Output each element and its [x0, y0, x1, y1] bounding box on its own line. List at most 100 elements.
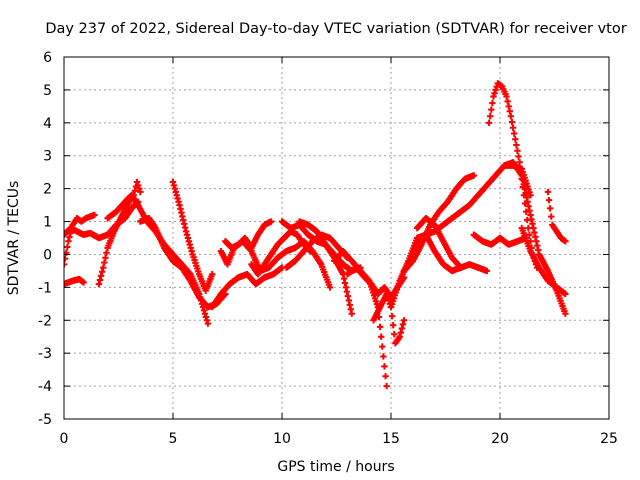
series-marker [389, 322, 397, 329]
series-marker [510, 130, 518, 137]
data-point [267, 218, 275, 225]
y-tick-label: 3 [43, 149, 52, 165]
data-point [65, 238, 72, 245]
series-marker [98, 268, 106, 275]
y-axis-label: SDTVAR / TECUs [6, 181, 22, 296]
y-tick-label: -3 [38, 346, 52, 362]
data-point [348, 310, 355, 317]
x-tick-label: 15 [382, 431, 400, 447]
series-marker [546, 205, 554, 212]
data-point [544, 188, 552, 196]
y-tick-label: -1 [38, 280, 52, 296]
data-point [527, 192, 534, 199]
series-marker [513, 141, 520, 149]
series-marker [136, 185, 143, 192]
data-point [80, 279, 87, 286]
series-marker [64, 255, 69, 262]
series-marker [380, 353, 387, 360]
series-marker [397, 329, 405, 336]
data-layer [64, 80, 569, 390]
series-marker [504, 98, 511, 105]
data-point [516, 159, 523, 166]
series-marker [489, 99, 496, 107]
data-point [137, 188, 144, 196]
x-tick-label: 10 [273, 431, 291, 447]
y-tick-label: -2 [38, 313, 52, 329]
series-track-8 [209, 264, 286, 311]
series-marker [508, 118, 516, 126]
series-marker [101, 259, 108, 266]
data-point [209, 271, 216, 278]
data-point [379, 343, 386, 350]
data-point [133, 178, 141, 186]
series-marker [398, 325, 406, 332]
data-point [91, 211, 98, 219]
series-track-25 [518, 224, 569, 298]
series-marker [522, 208, 530, 215]
y-tick-label: 0 [43, 247, 52, 263]
series-track-7 [169, 178, 216, 294]
series-track-26 [544, 188, 569, 245]
x-tick-label: 5 [169, 431, 178, 447]
y-tick-label: 4 [43, 116, 52, 132]
series-marker [545, 196, 553, 204]
series-marker [506, 108, 514, 115]
x-tick-label: 0 [60, 431, 69, 447]
y-tick-label: -5 [38, 412, 52, 428]
series-track-20 [413, 215, 491, 275]
data-point [396, 333, 403, 340]
data-point [383, 290, 390, 298]
data-point [400, 317, 408, 324]
series-marker [102, 254, 109, 261]
series-marker [388, 312, 396, 320]
y-tick-label: 6 [43, 50, 52, 66]
data-point [326, 284, 334, 291]
data-point [95, 280, 103, 288]
series-marker [381, 363, 388, 370]
series-marker [384, 294, 391, 301]
data-point [204, 320, 212, 327]
series-marker [131, 187, 139, 195]
plot-frame [63, 56, 610, 420]
series-marker [103, 249, 110, 257]
series-track-1 [64, 211, 98, 268]
series-track-21 [405, 231, 464, 275]
series-marker [134, 182, 142, 189]
data-point [490, 93, 497, 100]
data-point [562, 310, 569, 317]
y-tick-label: 1 [43, 215, 52, 231]
series-marker [97, 272, 105, 280]
series-marker [505, 103, 512, 110]
series-marker [66, 233, 73, 241]
y-tick-label: -4 [38, 379, 52, 395]
series-marker [399, 321, 407, 328]
series-marker [492, 86, 499, 94]
series-marker [377, 333, 385, 340]
data-point [470, 172, 478, 179]
series-marker [514, 147, 521, 154]
data-point [307, 247, 314, 255]
data-point [457, 264, 464, 271]
series-marker [515, 153, 522, 160]
series-marker [382, 373, 389, 380]
chart-title: Day 237 of 2022, Sidereal Day-to-day VTE… [45, 21, 626, 37]
series-marker [491, 90, 498, 97]
series-marker [391, 331, 398, 338]
series-track-3 [64, 275, 87, 288]
x-tick-label: 25 [600, 431, 618, 447]
ticks-layer: 0 5 10 15 20 25 -5 -4 -3 -2 -1 0 1 2 3 4 5 6 [38, 50, 618, 447]
series-track-10 [222, 218, 275, 252]
series-marker [64, 243, 71, 251]
series-marker [376, 323, 384, 331]
series-marker [486, 113, 494, 120]
y-tick-label: 2 [43, 182, 52, 198]
data-point [562, 238, 569, 245]
series-marker [488, 106, 495, 113]
x-tick-label: 20 [491, 431, 509, 447]
data-point [512, 136, 519, 143]
series-marker [96, 276, 104, 284]
series-marker [548, 213, 555, 220]
series-track-15 [331, 247, 390, 390]
series-marker [509, 124, 517, 131]
